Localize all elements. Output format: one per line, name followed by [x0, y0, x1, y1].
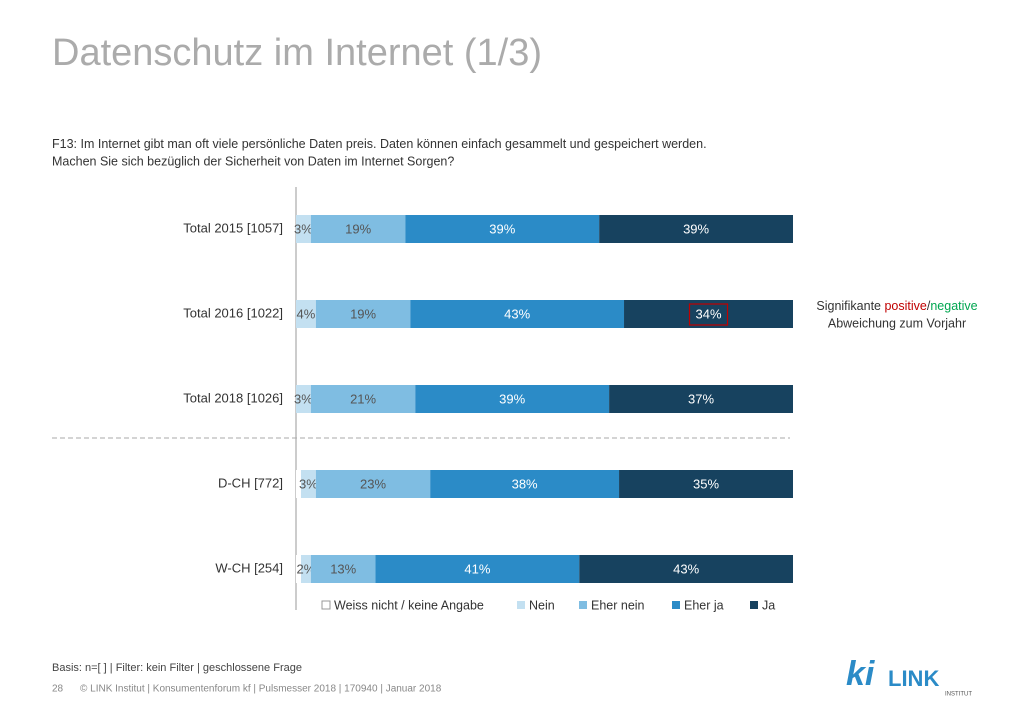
value-label: 39%: [489, 221, 515, 236]
note-text: Abweichung zum Vorjahr: [828, 316, 966, 330]
bar-segment: [300, 555, 311, 583]
value-label: 38%: [512, 476, 538, 491]
value-label: 3%: [299, 476, 318, 491]
value-label: 23%: [360, 476, 386, 491]
value-label: 39%: [499, 391, 525, 406]
bar-segment: [410, 300, 625, 328]
note: Signifikante positive/negative: [816, 299, 977, 313]
legend-swatch: [321, 600, 331, 610]
bar-segment: [375, 555, 580, 583]
legend-swatch: [579, 601, 587, 609]
value-label: 21%: [350, 391, 376, 406]
bar-segment: [296, 385, 311, 413]
bar-segment: [296, 470, 301, 498]
value-label: 34%: [695, 306, 721, 321]
bar-segment: [310, 555, 376, 583]
value-label: 43%: [504, 306, 530, 321]
logo-mark: ki: [846, 655, 876, 693]
note-negative: negative: [930, 299, 977, 313]
value-label: 3%: [294, 221, 313, 236]
bar-segment: [296, 215, 311, 243]
bar-segment: [599, 215, 793, 243]
footer-copyright: © LINK Institut | Konsumentenforum kf | …: [80, 684, 442, 695]
value-label: 43%: [673, 561, 699, 576]
significance-box: [688, 303, 729, 326]
value-label: 39%: [683, 221, 709, 236]
bar-segment: [579, 555, 793, 583]
bar-segment: [296, 555, 301, 583]
legend-label: Nein: [529, 598, 555, 612]
page-number: 28: [52, 684, 64, 695]
legend-label: Weiss nicht / keine Angabe: [334, 598, 484, 612]
question-label: F13:: [52, 137, 77, 151]
bar-segment: [430, 470, 620, 498]
bar-segment: [624, 300, 793, 328]
legend-swatch: [750, 601, 758, 609]
bar-segment: [619, 470, 793, 498]
category-label: Total 2015 [1057]: [183, 220, 283, 235]
category-label: W-CH [254]: [215, 560, 283, 575]
note-text: /: [927, 299, 931, 313]
note-text: Signifikante: [816, 299, 881, 313]
legend-swatch: [517, 601, 525, 609]
footer-basis: Basis: n=[ ] | Filter: kein Filter | ges…: [52, 662, 302, 674]
bar-segment: [310, 385, 416, 413]
value-label: 4%: [297, 306, 316, 321]
category-label: D-CH [772]: [218, 475, 283, 490]
bar-segment: [315, 300, 411, 328]
value-label: 19%: [345, 221, 371, 236]
legend-label: Eher nein: [591, 598, 645, 612]
bar-segment: [300, 470, 316, 498]
value-label: 3%: [294, 391, 313, 406]
bar-segment: [405, 215, 600, 243]
value-label: 37%: [688, 391, 714, 406]
logo-name: LINK: [888, 666, 939, 691]
value-label: 19%: [350, 306, 376, 321]
logo-sub: INSTITUT: [945, 692, 972, 698]
question-line: Machen Sie sich bezüglich der Sicherheit…: [52, 154, 454, 168]
legend-label: Eher ja: [684, 598, 724, 612]
category-label: Total 2016 [1022]: [183, 305, 283, 320]
category-label: Total 2018 [1026]: [183, 390, 283, 405]
legend-swatch: [672, 601, 680, 609]
value-label: 13%: [330, 561, 356, 576]
bar-segment: [415, 385, 610, 413]
value-label: 41%: [464, 561, 490, 576]
bar-segment: [310, 215, 406, 243]
slide-title: Datenschutz im Internet (1/3): [52, 32, 542, 74]
legend-label: Ja: [762, 598, 775, 612]
question: F13: Im Internet gibt man oft viele pers…: [52, 137, 707, 151]
bar-segment: [296, 300, 316, 328]
question-line: Im Internet gibt man oft viele persönlic…: [81, 137, 707, 151]
bar-segment: [609, 385, 793, 413]
value-label: 35%: [693, 476, 719, 491]
note-positive: positive: [884, 299, 926, 313]
bar-segment: [315, 470, 431, 498]
